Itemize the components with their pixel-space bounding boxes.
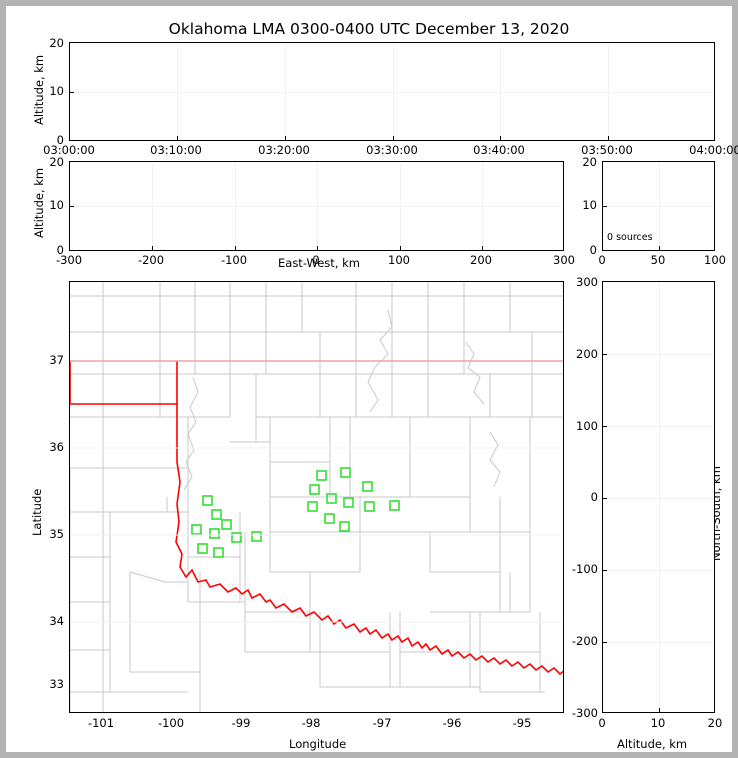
map-xtick--101: -101 (87, 716, 115, 730)
map-xtick--96: -96 (442, 716, 462, 730)
map-nstick-100: 100 (576, 419, 598, 433)
time-panel-ylabel: Altitude, km (32, 54, 46, 125)
ew-panel-xtick-0: -300 (55, 253, 83, 267)
hist-xtick-0: 0 (598, 253, 606, 267)
ew-panel-ytick-0: 0 (56, 243, 64, 257)
ew-panel-xtick-6: 300 (553, 253, 575, 267)
time-panel-ytick-0: 0 (56, 133, 64, 147)
time-vs-altitude-panel[interactable] (69, 42, 715, 141)
map-ytick-35: 35 (49, 527, 64, 541)
map-gridlines (70, 360, 563, 623)
lma-station-markers (191, 467, 400, 558)
map-ytick-36: 36 (49, 440, 64, 454)
hist-ytick-20: 20 (582, 155, 597, 169)
map-nstick--100: -100 (571, 562, 598, 576)
map-nstick--300: -300 (571, 706, 598, 720)
time-panel-xtick-3: 03:30:00 (366, 143, 418, 157)
map-xtick--95: -95 (512, 716, 532, 730)
source-count-annotation: 0 sources (607, 232, 653, 243)
map-ylabel: Latitude (30, 488, 44, 536)
page-title: Oklahoma LMA 0300-0400 UTC December 13, … (168, 20, 570, 38)
ew-panel-ytick-10: 10 (49, 198, 64, 212)
map-xtick--97: -97 (372, 716, 392, 730)
ns-panel-xtick-20: 20 (707, 716, 723, 730)
ew-panel-xtick-2: -100 (220, 253, 248, 267)
ew-panel-xlabel: East-West, km (278, 256, 360, 270)
ew-panel-ylabel: Altitude, km (32, 167, 46, 238)
county-boundaries (70, 282, 563, 712)
map-xtick--98: -98 (301, 716, 321, 730)
map-ytick-34: 34 (49, 614, 64, 628)
map-xtick--100: -100 (157, 716, 185, 730)
ns-panel-xlabel: Altitude, km (617, 737, 688, 751)
map-xtick--99: -99 (231, 716, 251, 730)
time-panel-xtick-4: 03:40:00 (473, 143, 525, 157)
time-panel-ytick-10: 10 (49, 84, 64, 98)
ew-panel-xtick-5: 200 (470, 253, 492, 267)
altitude-vs-north-south-panel[interactable] (602, 281, 715, 713)
time-panel-xtick-1: 03:10:00 (150, 143, 202, 157)
map-nstick-0: 0 (590, 490, 598, 504)
map-xlabel: Longitude (289, 737, 347, 751)
hist-xtick-100: 100 (704, 253, 726, 267)
map-ytick-37: 37 (49, 353, 64, 367)
ns-panel-xtick-10: 10 (650, 716, 666, 730)
time-panel-xtick-6: 04:00:00 (689, 143, 738, 157)
river-features (183, 309, 501, 491)
source-count-histogram-panel[interactable]: 0 sources (602, 161, 715, 251)
map-ytick-33: 33 (49, 677, 64, 691)
map-nstick-300: 300 (576, 275, 598, 289)
map-geometry (70, 282, 563, 712)
ew-panel-xtick-3: 0 (312, 253, 320, 267)
ns-panel-xtick-0: 0 (598, 716, 606, 730)
figure-canvas: Oklahoma LMA 0300-0400 UTC December 13, … (6, 6, 738, 752)
hist-xtick-50: 50 (650, 253, 666, 267)
time-panel-ytick-20: 20 (49, 36, 64, 50)
map-nstick--200: -200 (571, 634, 598, 648)
map-nstick-200: 200 (576, 347, 598, 361)
time-panel-xtick-2: 03:20:00 (258, 143, 310, 157)
ew-panel-ytick-20: 20 (49, 155, 64, 169)
time-panel-xtick-0: 03:00:00 (43, 143, 95, 157)
hist-ytick-0: 0 (589, 243, 597, 257)
ew-panel-xtick-4: 100 (388, 253, 410, 267)
plan-view-map-panel[interactable] (69, 281, 564, 713)
hist-ytick-10: 10 (582, 198, 597, 212)
east-west-vs-altitude-panel[interactable] (69, 161, 564, 251)
time-panel-xtick-5: 03:50:00 (581, 143, 633, 157)
ew-panel-xtick-1: -200 (137, 253, 165, 267)
